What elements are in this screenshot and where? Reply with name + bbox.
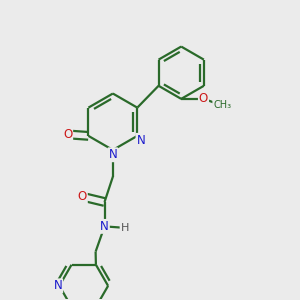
Text: N: N [100,220,109,233]
Text: O: O [199,92,208,105]
Text: H: H [121,223,129,232]
Text: N: N [53,279,62,292]
Text: N: N [136,134,145,147]
Text: O: O [78,190,87,203]
Text: CH₃: CH₃ [213,100,231,110]
Text: O: O [63,128,72,141]
Text: N: N [109,148,117,161]
